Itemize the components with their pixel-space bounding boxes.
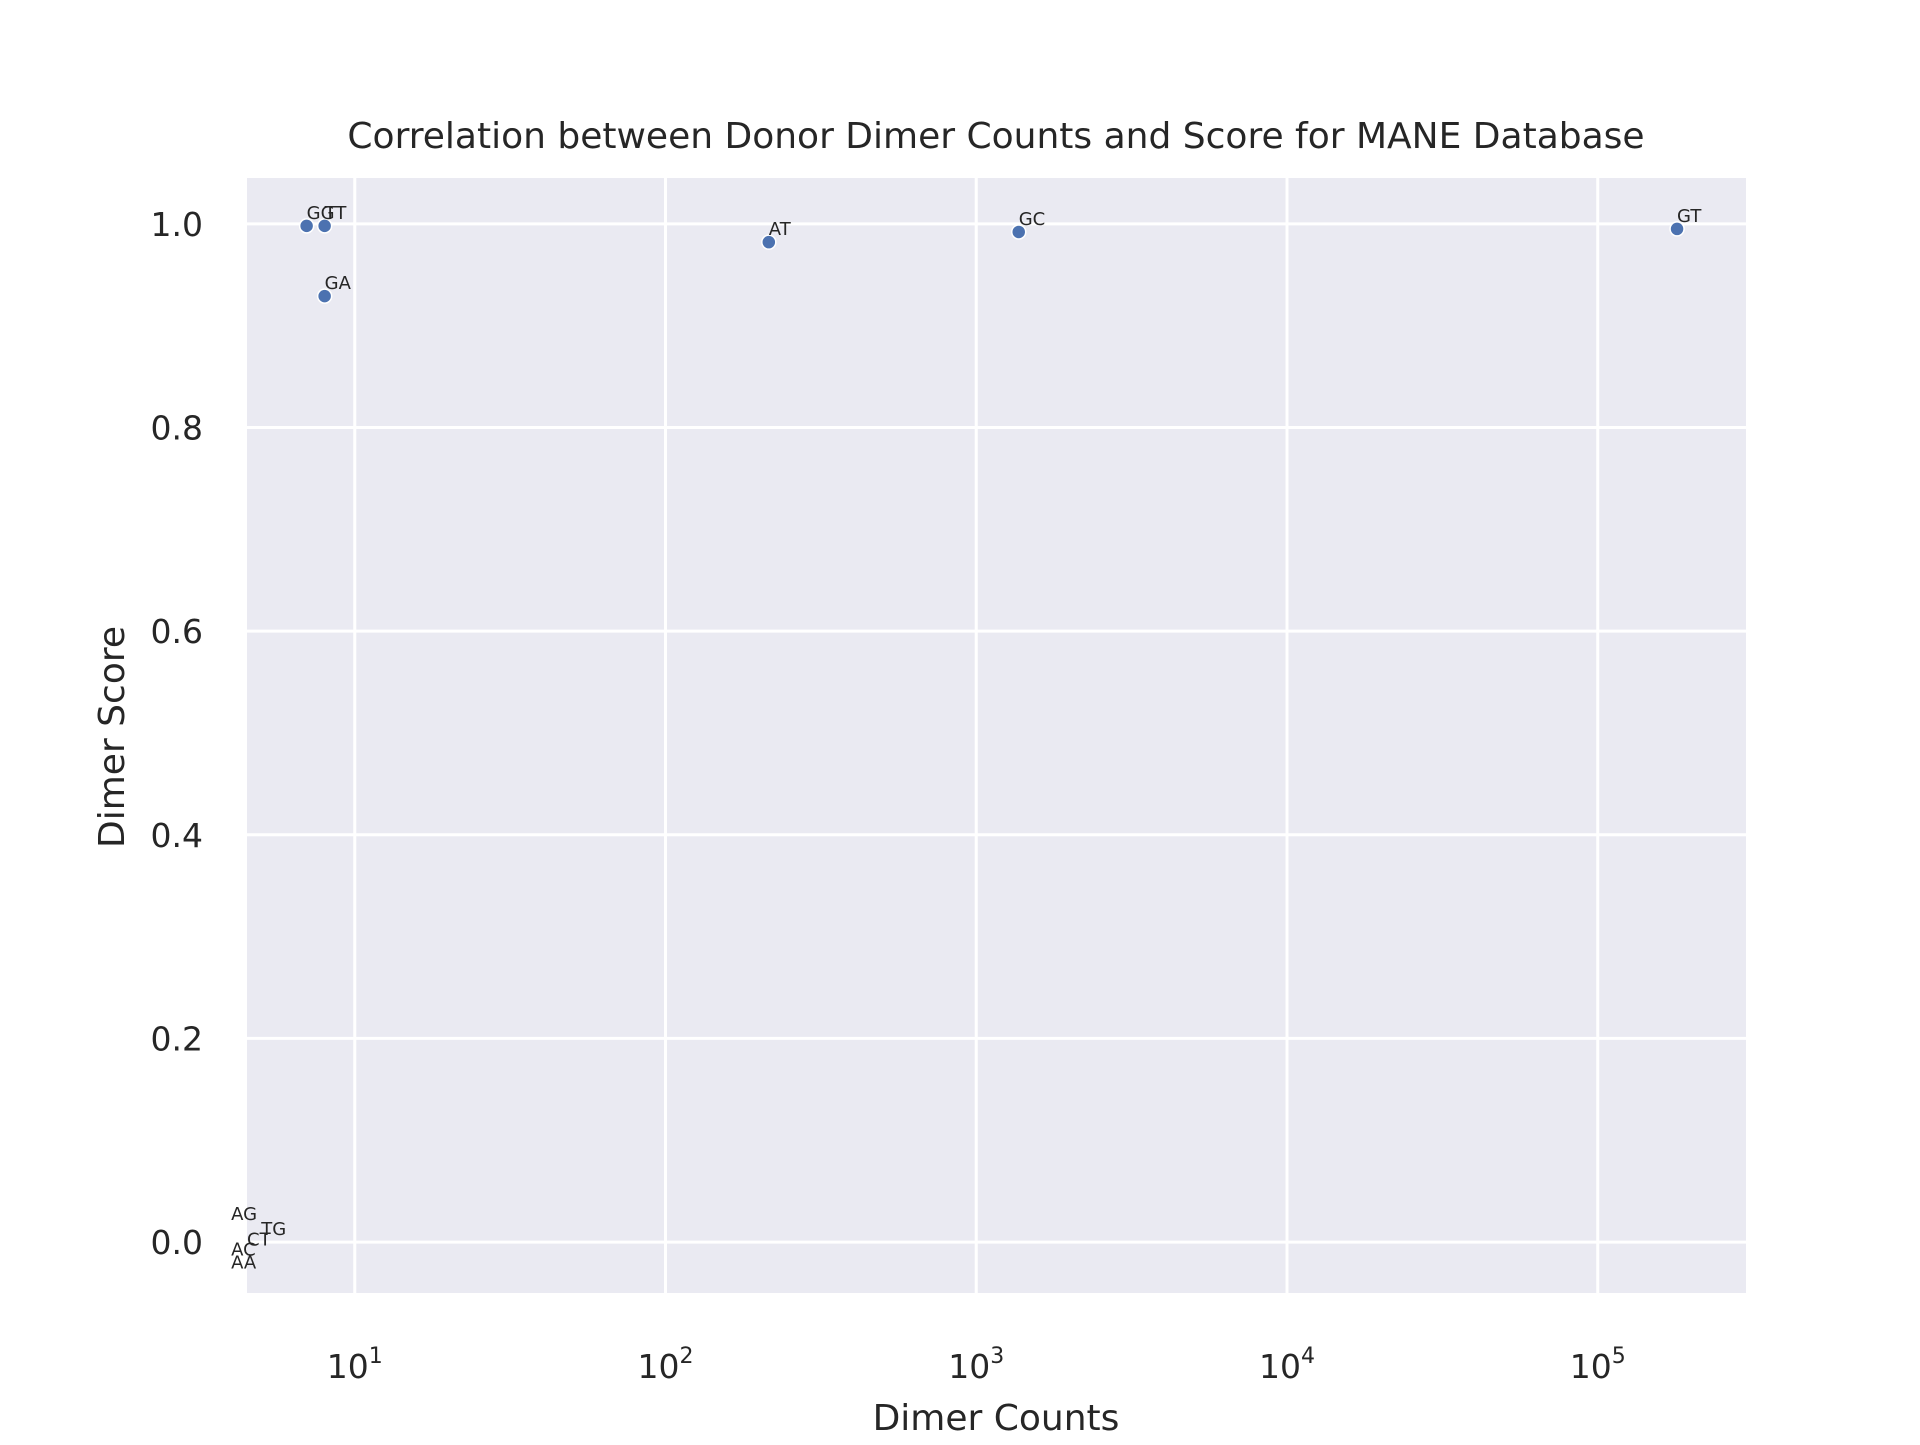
chart-title: Correlation between Donor Dimer Counts a… <box>347 116 1644 157</box>
y-tick-label: 0.8 <box>151 408 203 447</box>
x-tick-label: 101 <box>327 1344 383 1386</box>
x-tick-label: 103 <box>948 1344 1004 1386</box>
grid <box>247 178 1746 1293</box>
data-label-tt: TT <box>324 203 348 224</box>
x-tick-label: 104 <box>1259 1344 1315 1386</box>
x-tick-label: 105 <box>1570 1344 1626 1386</box>
x-tick-label: 102 <box>638 1344 694 1386</box>
data-label-ga: GA <box>325 273 352 294</box>
plot-area <box>247 178 1746 1293</box>
y-tick-label: 0.6 <box>151 612 203 651</box>
data-label-aa: AA <box>231 1253 257 1274</box>
y-axis-label: Dimer Score <box>92 626 133 848</box>
x-axis-label: Dimer Counts <box>873 1398 1120 1439</box>
y-axis-ticks: 0.0 0.2 0.4 0.6 0.8 1.0 <box>151 205 203 1262</box>
data-label-gc: GC <box>1019 209 1046 230</box>
y-tick-label: 0.0 <box>151 1223 203 1262</box>
data-label-at: AT <box>769 219 792 240</box>
data-label-gt: GT <box>1677 206 1702 227</box>
y-tick-label: 0.2 <box>151 1019 203 1058</box>
data-points <box>298 218 1685 304</box>
data-point-tt <box>316 218 333 234</box>
data-point-gg <box>298 218 315 234</box>
data-label-ac: AC <box>231 1239 256 1260</box>
data-point-at <box>761 234 777 250</box>
data-label-ag: AG <box>231 1204 257 1225</box>
data-point-gc <box>1010 224 1027 240</box>
data-label-ct: CT <box>247 1229 272 1250</box>
y-tick-label: 0.4 <box>151 816 203 855</box>
x-axis-ticks: 101 102 103 104 105 <box>327 1344 1626 1386</box>
y-tick-label: 1.0 <box>151 205 203 244</box>
data-label-tg: TG <box>260 1219 286 1240</box>
data-point-ga <box>316 288 333 304</box>
data-point-gt <box>1669 221 1685 237</box>
data-label-gg: GG <box>307 203 335 224</box>
